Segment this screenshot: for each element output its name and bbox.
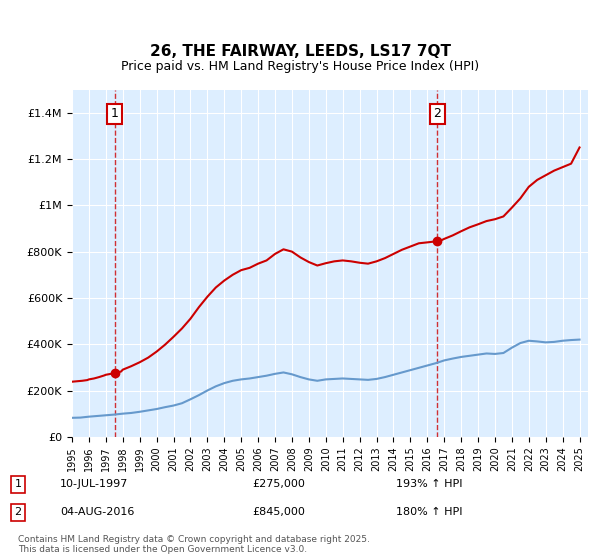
Text: 1: 1 xyxy=(111,108,119,120)
Text: 26, THE FAIRWAY, LEEDS, LS17 7QT: 26, THE FAIRWAY, LEEDS, LS17 7QT xyxy=(149,44,451,59)
Text: 180% ↑ HPI: 180% ↑ HPI xyxy=(396,507,463,517)
Text: 10-JUL-1997: 10-JUL-1997 xyxy=(60,479,128,489)
Text: £275,000: £275,000 xyxy=(252,479,305,489)
Text: 193% ↑ HPI: 193% ↑ HPI xyxy=(396,479,463,489)
Text: 2: 2 xyxy=(433,108,441,120)
Text: 1: 1 xyxy=(14,479,22,489)
Text: 2: 2 xyxy=(14,507,22,517)
Text: 04-AUG-2016: 04-AUG-2016 xyxy=(60,507,134,517)
Text: £845,000: £845,000 xyxy=(252,507,305,517)
Text: Price paid vs. HM Land Registry's House Price Index (HPI): Price paid vs. HM Land Registry's House … xyxy=(121,60,479,73)
Text: Contains HM Land Registry data © Crown copyright and database right 2025.
This d: Contains HM Land Registry data © Crown c… xyxy=(18,535,370,554)
